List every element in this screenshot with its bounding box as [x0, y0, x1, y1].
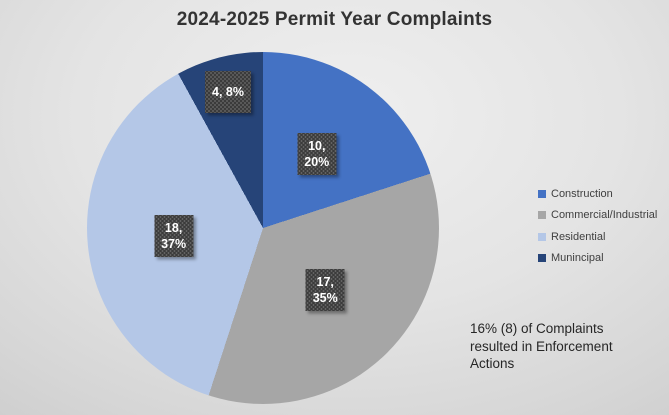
pie-data-label-construction: 10, 20% — [297, 133, 336, 175]
chart-legend: Construction Commercial/Industrial Resid… — [538, 187, 657, 273]
pie — [87, 52, 439, 404]
legend-item-construction: Construction — [538, 187, 657, 200]
pie-data-label-munincipal: 4, 8% — [205, 71, 251, 113]
legend-label-munincipal: Munincipal — [551, 252, 604, 264]
legend-item-residential: Residential — [538, 230, 657, 243]
legend-swatch-munincipal — [538, 254, 546, 262]
legend-swatch-commercial-industrial — [538, 211, 546, 219]
pie-data-label-residential: 18, 37% — [154, 215, 193, 257]
legend-label-residential: Residential — [551, 230, 606, 243]
pie-data-label-commercial-industrial: 17, 35% — [306, 269, 345, 311]
legend-label-commercial-industrial: Commercial/Industrial — [551, 209, 658, 221]
chart-title: 2024-2025 Permit Year Complaints — [176, 9, 493, 30]
legend-label-construction: Construction — [551, 187, 613, 200]
legend-swatch-construction — [538, 189, 546, 198]
enforcement-annotation: 16% (8) of Complaints resulted in Enforc… — [470, 321, 613, 371]
legend-item-munincipal: Munincipal — [538, 252, 657, 265]
legend-swatch-residential — [538, 232, 546, 241]
legend-item-commercial-industrial: Commercial/Industrial — [538, 209, 657, 222]
